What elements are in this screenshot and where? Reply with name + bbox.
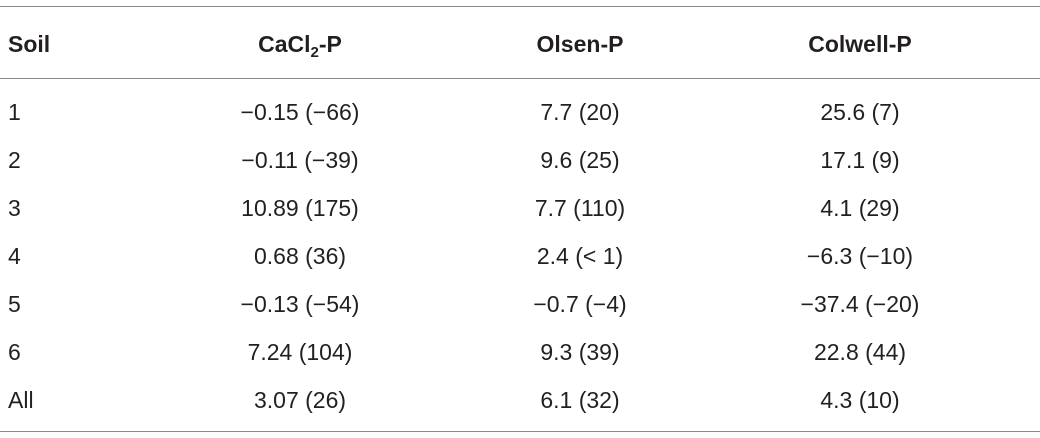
value-cell: 2.4 (< 1): [536, 243, 624, 269]
value-cell: 9.3 (39): [540, 339, 620, 365]
soil-cell: 6: [8, 339, 21, 365]
value-cell: 7.7 (20): [540, 99, 620, 125]
value-cell: 7.24 (104): [247, 339, 353, 365]
header-cell: Colwell-P: [808, 31, 912, 57]
soil-cell: 3: [8, 195, 21, 221]
value-cell: −6.3 (−10): [806, 243, 914, 269]
value-cell: 3.07 (26): [253, 387, 347, 413]
value-cell: 17.1 (9): [820, 147, 900, 173]
header-subscript: 2: [310, 44, 319, 61]
header-text: CaCl: [258, 31, 311, 57]
value-cell: 0.68 (36): [253, 243, 347, 269]
value-cell: 6.1 (32): [540, 387, 620, 413]
top-rule: [0, 6, 1040, 7]
value-cell: 22.8 (44): [813, 339, 907, 365]
value-cell: 7.7 (110): [534, 195, 626, 221]
value-cell: −0.11 (−39): [241, 147, 359, 173]
soil-cell: 2: [8, 147, 21, 173]
value-cell: 10.89 (175): [241, 195, 359, 221]
header-text: -P: [318, 31, 342, 57]
value-cell: −0.15 (−66): [240, 99, 360, 125]
value-cell: 25.6 (7): [820, 99, 900, 125]
value-cell: −0.7 (−4): [533, 291, 627, 317]
value-cell: 4.1 (29): [820, 195, 900, 221]
value-cell: 9.6 (25): [540, 147, 620, 173]
value-cell: −0.13 (−54): [240, 291, 360, 317]
header-rule: [0, 78, 1040, 79]
header-cell: Soil: [8, 31, 51, 57]
header-cell: Olsen-P: [536, 31, 624, 57]
value-cell: 4.3 (10): [820, 387, 900, 413]
header-cell: CaCl2-P: [190, 24, 410, 64]
value-cell: −37.4 (−20): [800, 291, 920, 317]
bottom-rule: [0, 431, 1040, 432]
soil-cell: All: [8, 387, 34, 413]
soil-cell: 5: [8, 291, 21, 317]
soil-cell: 4: [8, 243, 21, 269]
soil-cell: 1: [8, 99, 21, 125]
